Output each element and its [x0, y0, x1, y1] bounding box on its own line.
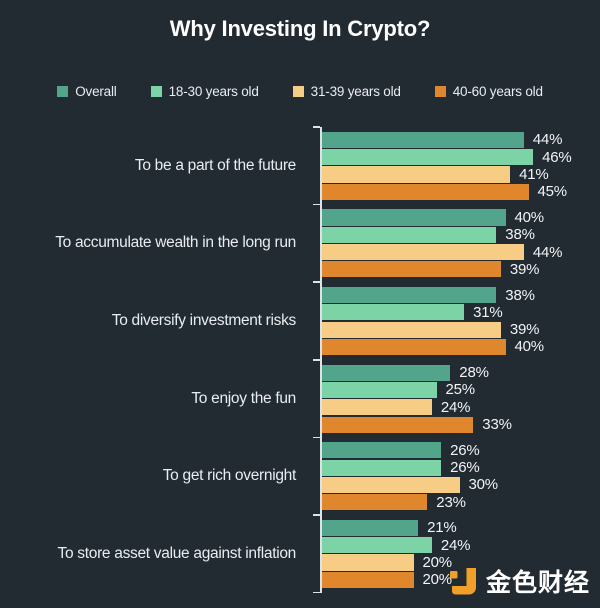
legend-label: 40-60 years old — [452, 84, 543, 99]
legend-label: 18-30 years old — [168, 84, 259, 99]
bar-value-label: 20% — [422, 571, 453, 589]
bar-18-30-years-old — [321, 149, 534, 166]
bar-31-39-years-old — [321, 554, 414, 571]
bar-value-label: 40% — [514, 208, 545, 226]
y-axis-line — [320, 127, 322, 593]
legend-swatch-icon — [57, 86, 69, 97]
bar-value-label: 24% — [440, 398, 471, 416]
bar-value-label: 33% — [482, 416, 512, 434]
bar-40-60-years-old — [321, 183, 529, 200]
bar-31-39-years-old — [321, 399, 432, 416]
bar-value-label: 45% — [537, 183, 568, 201]
bar-31-39-years-old — [321, 476, 460, 493]
bar-value-label: 41% — [519, 165, 549, 183]
bar-31-39-years-old — [321, 321, 501, 338]
bar-value-label: 30% — [468, 476, 499, 494]
bar-40-60-years-old — [321, 338, 506, 356]
bar-18-30-years-old — [321, 226, 497, 243]
axis-tick — [313, 514, 320, 516]
bar-value-label: 24% — [440, 536, 471, 554]
axis-tick — [313, 126, 320, 128]
legend-item-4: 40-60 years old — [434, 84, 543, 99]
category-label: To accumulate wealth in the long run — [55, 234, 296, 252]
legend-item-1: Overall — [57, 84, 117, 99]
bar-18-30-years-old — [321, 459, 442, 476]
bar-31-39-years-old — [321, 166, 511, 183]
bar-value-label: 26% — [450, 441, 480, 459]
bar-value-label: 20% — [422, 553, 453, 571]
axis-tick — [313, 281, 320, 283]
legend-label: 31-39 years old — [310, 84, 401, 99]
category-label: To store asset value against inflation — [57, 544, 297, 562]
legend-label: Overall — [75, 84, 117, 99]
bar-value-label: 39% — [509, 260, 540, 278]
legend: Overall 18-30 years old 31-39 years old 40-… — [0, 84, 600, 99]
bar-40-60-years-old — [321, 494, 428, 511]
category-label: To diversify investment risks — [111, 311, 297, 329]
bar-overall — [321, 131, 524, 148]
bar-value-label: 26% — [450, 459, 480, 477]
bar-value-label: 23% — [436, 493, 466, 511]
axis-tick — [313, 359, 320, 361]
bar-value-label: 38% — [505, 226, 535, 244]
category-label: To get rich overnight — [162, 467, 297, 485]
bar-value-label: 40% — [514, 338, 545, 356]
axis-tick — [313, 591, 320, 594]
legend-swatch-icon — [150, 86, 162, 97]
axis-tick — [313, 436, 320, 439]
bar-value-label: 38% — [505, 286, 535, 304]
bar-value-label: 28% — [459, 364, 489, 382]
bar-overall — [321, 364, 451, 381]
legend-item-3: 31-39 years old — [292, 84, 401, 99]
bar-value-label: 21% — [427, 519, 457, 537]
bar-overall — [321, 209, 506, 226]
legend-swatch-icon — [292, 86, 304, 97]
watermark-logo: 金色财经 — [449, 563, 590, 599]
legend-swatch-icon — [434, 86, 446, 97]
legend-item-2: 18-30 years old — [150, 84, 259, 99]
bar-value-label: 39% — [509, 321, 540, 339]
category-label: To be a part of the future — [134, 156, 296, 174]
bar-40-60-years-old — [321, 571, 414, 588]
axis-tick — [313, 203, 320, 206]
bar-18-30-years-old — [321, 537, 432, 554]
bar-chart: To be a part of the future 44% 46% 41% 45% To… — [0, 126, 600, 594]
watermark-text: 金色财经 — [485, 569, 590, 597]
bar-18-30-years-old — [321, 381, 437, 399]
jinse-logo-icon — [449, 567, 476, 594]
bar-40-60-years-old — [321, 416, 474, 433]
bar-40-60-years-old — [321, 261, 501, 278]
bar-overall — [321, 519, 419, 536]
bar-18-30-years-old — [321, 304, 465, 321]
category-label: To enjoy the fun — [191, 389, 296, 407]
bar-31-39-years-old — [321, 244, 524, 261]
bar-value-label: 31% — [473, 303, 503, 321]
bar-value-label: 46% — [542, 148, 572, 166]
bar-value-label: 44% — [532, 131, 563, 149]
bar-value-label: 44% — [532, 243, 563, 261]
bar-value-label: 25% — [445, 381, 476, 399]
chart-title: Why Investing In Crypto? — [169, 16, 431, 41]
bar-overall — [321, 442, 442, 459]
bar-overall — [321, 287, 497, 304]
